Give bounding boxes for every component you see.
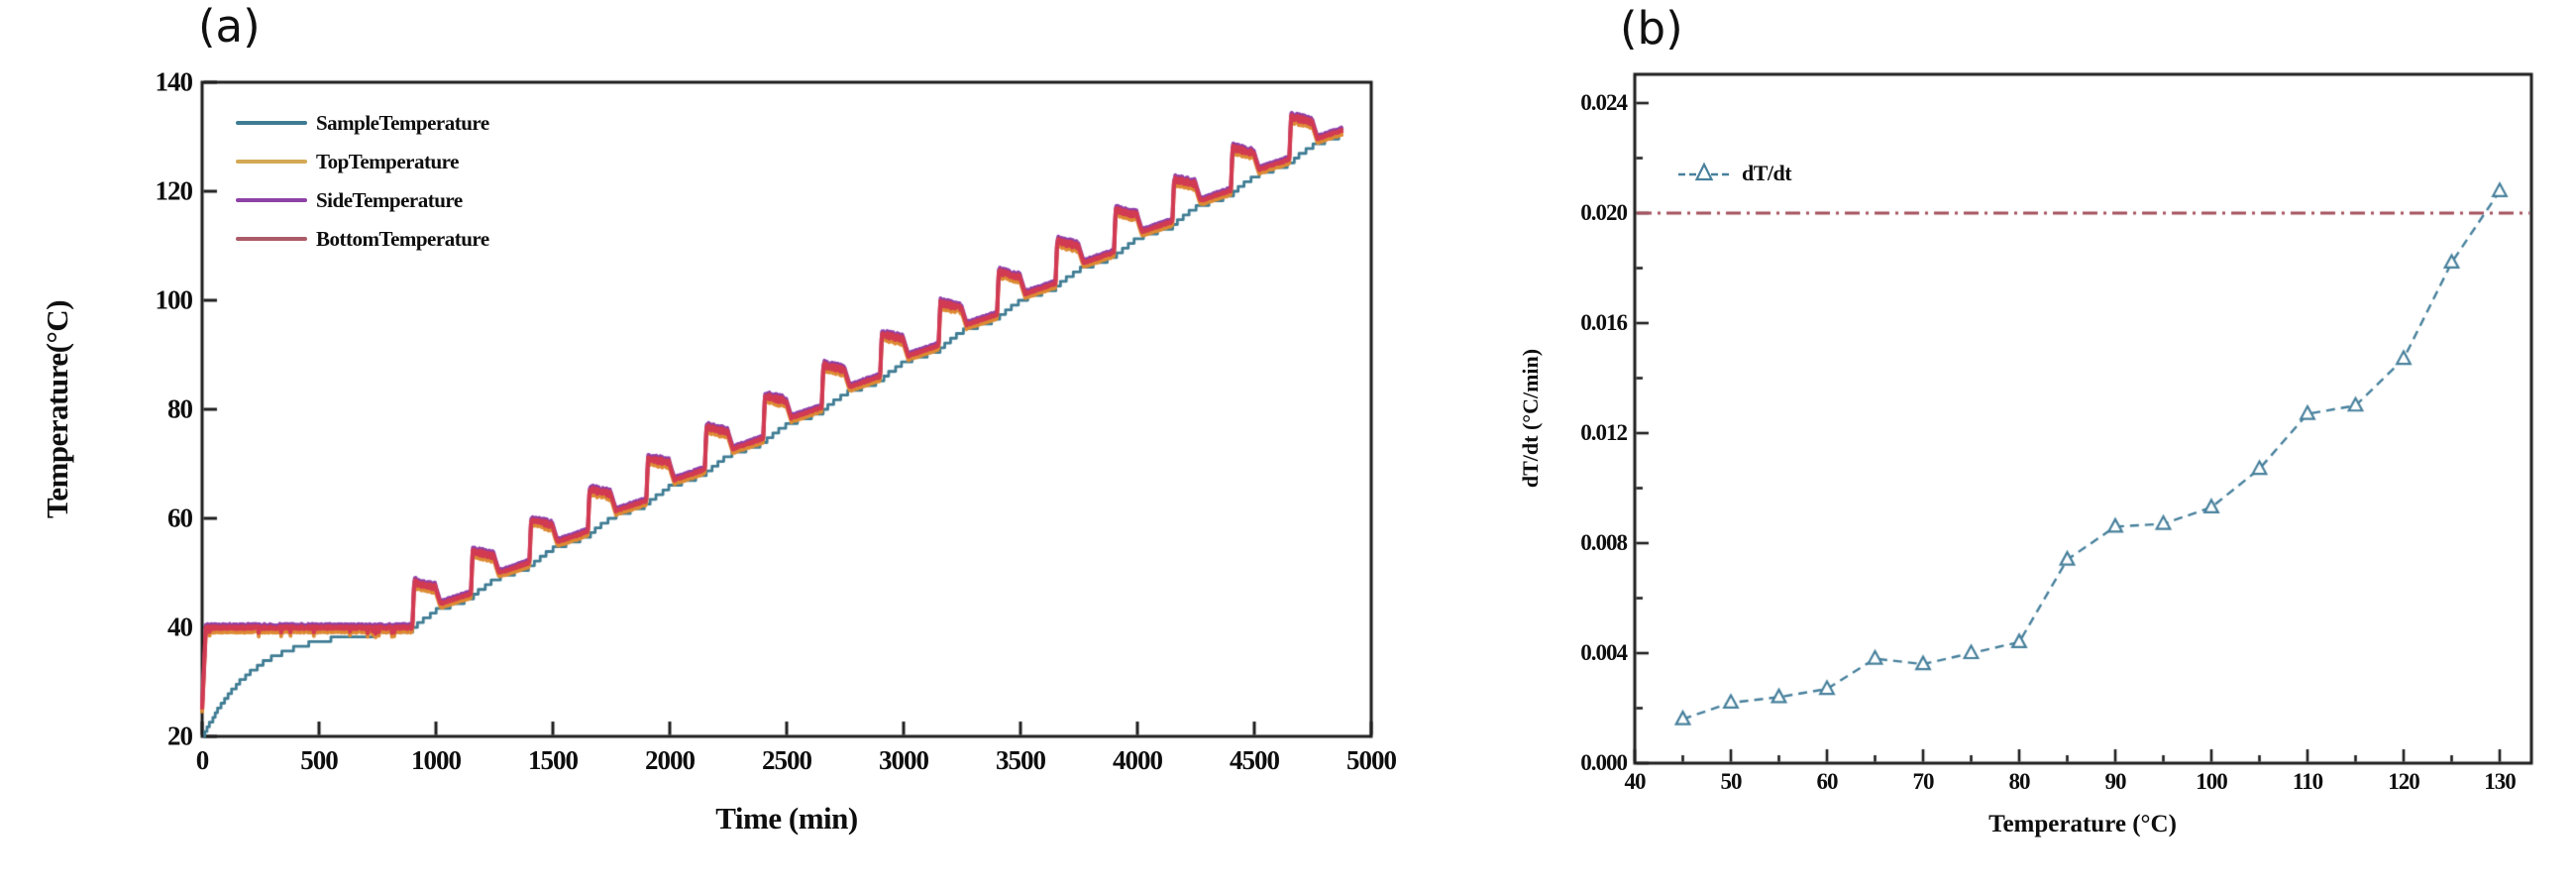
- panel-a-y-tick-label: 140: [155, 66, 194, 97]
- panel-a-x-tick-label: 2500: [762, 745, 812, 775]
- panel-a-legend-label: SampleTemperature: [316, 110, 489, 135]
- panel-b-x-tick-label: 100: [2196, 769, 2228, 794]
- panel-a-x-tick-label: 3000: [879, 745, 929, 775]
- panel-a-x-tick-label: 5000: [1346, 745, 1397, 775]
- panel-a: (a) Temperature(°C) Time (min) SampleTem…: [0, 0, 1486, 892]
- panel-a-x-tick-label: 1500: [528, 745, 579, 775]
- legend-line-swatch-icon: [236, 121, 307, 125]
- panel-b-y-tick-label: 0.004: [1580, 640, 1628, 665]
- panel-b-y-tick-label: 0.020: [1580, 200, 1628, 225]
- panel-b-x-tick-label: 50: [1720, 769, 1743, 794]
- panel-a-x-tick-label: 1000: [411, 745, 462, 775]
- panel-b-x-tick-label: 40: [1624, 769, 1647, 794]
- panel-b-y-tick-label: 0.016: [1580, 310, 1628, 335]
- panel-b-y-tick-label: 0.024: [1580, 90, 1628, 115]
- panel-b-plot-canvas: [1486, 0, 2576, 892]
- panel-a-legend-label: BottomTemperature: [316, 226, 489, 251]
- panel-a-legend-item: TopTemperature: [236, 150, 489, 173]
- panel-a-y-tick-label: 80: [167, 393, 193, 424]
- panel-a-legend: SampleTemperature TopTemperature SideTempe…: [236, 111, 489, 251]
- panel-a-x-axis-label: Time (min): [715, 801, 858, 836]
- panel-a-legend-label: TopTemperature: [316, 149, 459, 173]
- panel-a-legend-item: SampleTemperature: [236, 111, 489, 135]
- panel-a-x-tick-label: 0: [195, 745, 210, 775]
- panel-b-label: (b): [1620, 2, 1683, 55]
- panel-a-legend-item: SideTemperature: [236, 188, 489, 212]
- open-triangle-line-swatch-icon: [1678, 162, 1730, 181]
- panel-b-y-axis-label: dT/dt (°C/min): [1518, 348, 1543, 489]
- panel-a-plot-canvas: [0, 0, 1486, 892]
- panel-b-x-tick-label: 130: [2484, 769, 2517, 794]
- panel-a-x-tick-label: 500: [300, 745, 339, 775]
- panel-b-y-tick-label: 0.008: [1580, 530, 1628, 555]
- panel-b-x-tick-label: 80: [2008, 769, 2031, 794]
- panel-a-y-tick-label: 100: [155, 284, 194, 315]
- panel-a-x-tick-label: 4500: [1230, 745, 1280, 775]
- panel-a-x-tick-label: 4000: [1113, 745, 1163, 775]
- panel-b-legend-label: dT/dt: [1742, 161, 1792, 185]
- panel-a-label: (a): [198, 0, 261, 53]
- legend-line-swatch-icon: [236, 160, 307, 164]
- panel-b-x-tick-label: 60: [1816, 769, 1839, 794]
- panel-b-y-tick-label: 0.012: [1580, 420, 1628, 445]
- panel-b-x-tick-label: 90: [2104, 769, 2127, 794]
- legend-line-swatch-icon: [236, 198, 307, 202]
- panel-b-y-tick-label: 0.000: [1580, 750, 1628, 775]
- legend-line-swatch-icon: [236, 237, 307, 241]
- panel-a-legend-item: BottomTemperature: [236, 227, 489, 251]
- panel-a-x-tick-label: 3500: [996, 745, 1046, 775]
- panel-b-x-tick-label: 110: [2292, 769, 2323, 794]
- panel-a-y-axis-label: Temperature(°C): [40, 299, 74, 519]
- panel-b-x-tick-label: 70: [1912, 769, 1935, 794]
- panel-b-x-tick-label: 120: [2388, 769, 2420, 794]
- panel-a-y-tick-label: 20: [167, 721, 193, 751]
- panel-a-legend-label: SideTemperature: [316, 187, 463, 212]
- panel-a-y-tick-label: 60: [167, 502, 193, 533]
- panel-a-y-tick-label: 120: [155, 175, 194, 206]
- panel-b-legend: dT/dt: [1676, 161, 1792, 186]
- panel-b: (b) dT/dt (°C/min) Temperature (°C) dT/d…: [1486, 0, 2576, 892]
- panel-a-y-tick-label: 40: [167, 612, 193, 642]
- panel-b-x-axis-label: Temperature (°C): [1988, 811, 2177, 837]
- panel-a-x-tick-label: 2000: [645, 745, 696, 775]
